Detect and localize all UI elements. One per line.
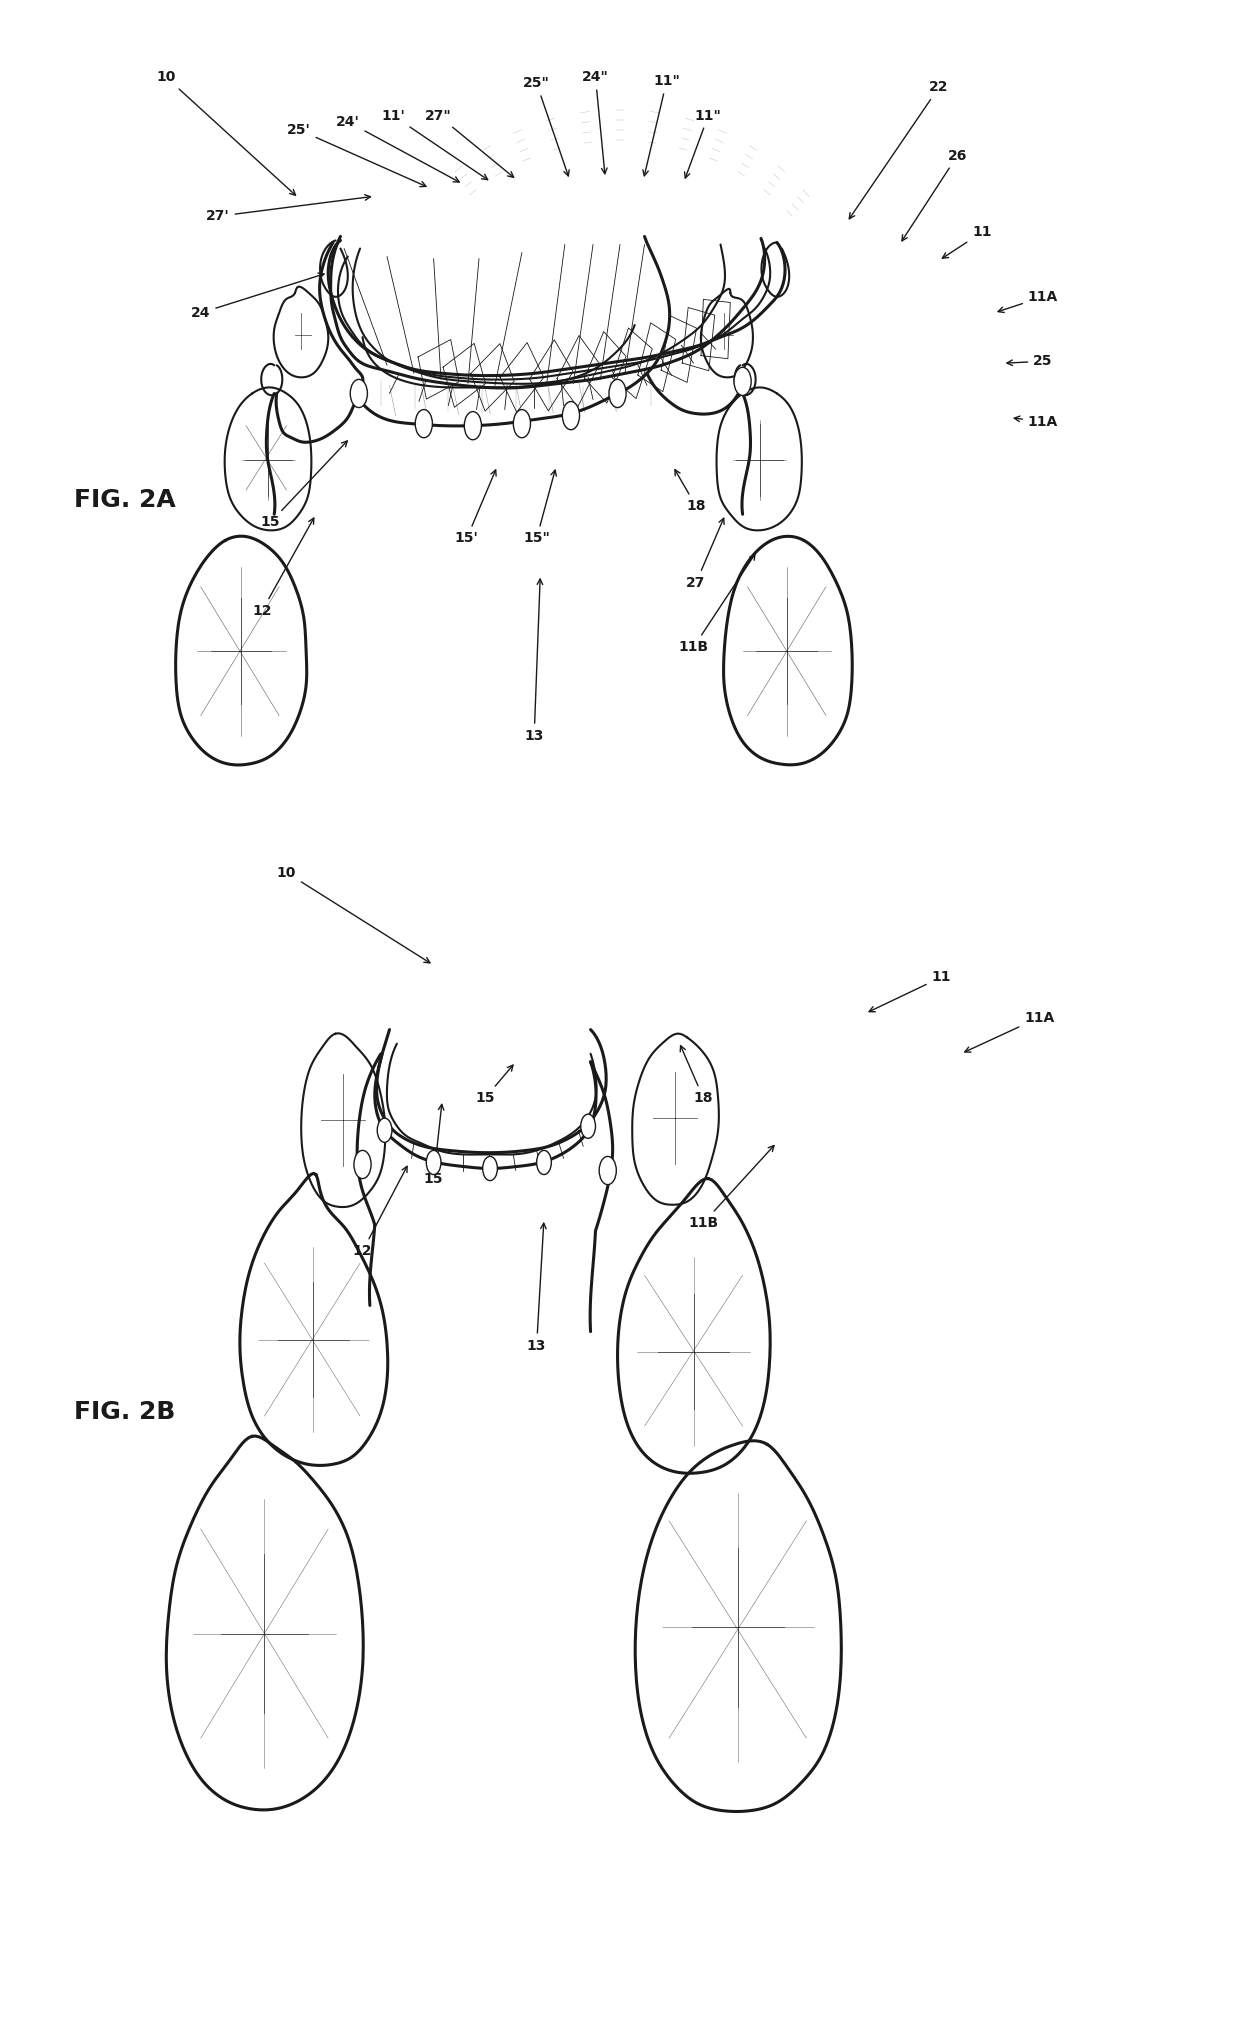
Text: 27: 27 xyxy=(686,519,724,590)
Circle shape xyxy=(427,1151,441,1174)
Text: 11: 11 xyxy=(869,971,951,1011)
Text: 11": 11" xyxy=(642,75,680,176)
Text: 18: 18 xyxy=(675,470,706,513)
Text: 24: 24 xyxy=(191,274,324,320)
Text: 25: 25 xyxy=(1007,355,1053,369)
Circle shape xyxy=(609,379,626,407)
Text: 10: 10 xyxy=(277,866,430,963)
Circle shape xyxy=(353,1151,371,1178)
Text: 11B: 11B xyxy=(688,1145,774,1230)
Text: 15": 15" xyxy=(523,470,557,545)
Circle shape xyxy=(464,411,481,440)
Text: 13: 13 xyxy=(525,580,544,742)
Text: 25': 25' xyxy=(286,124,427,186)
Text: 10: 10 xyxy=(156,71,295,195)
Text: 25": 25" xyxy=(523,77,569,176)
Text: 26: 26 xyxy=(901,148,967,241)
Text: 12: 12 xyxy=(252,519,314,618)
Text: 11: 11 xyxy=(942,225,992,257)
Text: 24': 24' xyxy=(336,116,459,182)
Text: 11': 11' xyxy=(381,109,487,180)
Circle shape xyxy=(482,1157,497,1180)
Text: 11": 11" xyxy=(684,109,722,178)
Text: 11B: 11B xyxy=(678,553,755,655)
Text: 15: 15 xyxy=(475,1064,513,1105)
Text: FIG. 2B: FIG. 2B xyxy=(74,1401,176,1425)
Text: 18: 18 xyxy=(681,1046,713,1105)
Text: 11A: 11A xyxy=(965,1011,1054,1052)
Circle shape xyxy=(377,1119,392,1143)
Text: 11A: 11A xyxy=(1014,416,1058,428)
Circle shape xyxy=(537,1151,552,1174)
Text: 24": 24" xyxy=(582,71,609,174)
Circle shape xyxy=(563,401,579,430)
Circle shape xyxy=(350,379,367,407)
Text: 15': 15' xyxy=(455,470,496,545)
Text: 15: 15 xyxy=(260,442,347,529)
Circle shape xyxy=(513,409,531,438)
Circle shape xyxy=(734,367,751,395)
Text: FIG. 2A: FIG. 2A xyxy=(74,489,176,513)
Text: 12: 12 xyxy=(352,1166,407,1259)
Text: 27': 27' xyxy=(206,195,371,223)
Text: 11A: 11A xyxy=(998,290,1058,312)
Circle shape xyxy=(599,1157,616,1184)
Text: 15: 15 xyxy=(424,1105,444,1186)
Text: 22: 22 xyxy=(849,81,949,219)
Text: 27": 27" xyxy=(425,109,513,176)
Circle shape xyxy=(580,1115,595,1139)
Circle shape xyxy=(415,409,433,438)
Text: 13: 13 xyxy=(527,1222,547,1352)
